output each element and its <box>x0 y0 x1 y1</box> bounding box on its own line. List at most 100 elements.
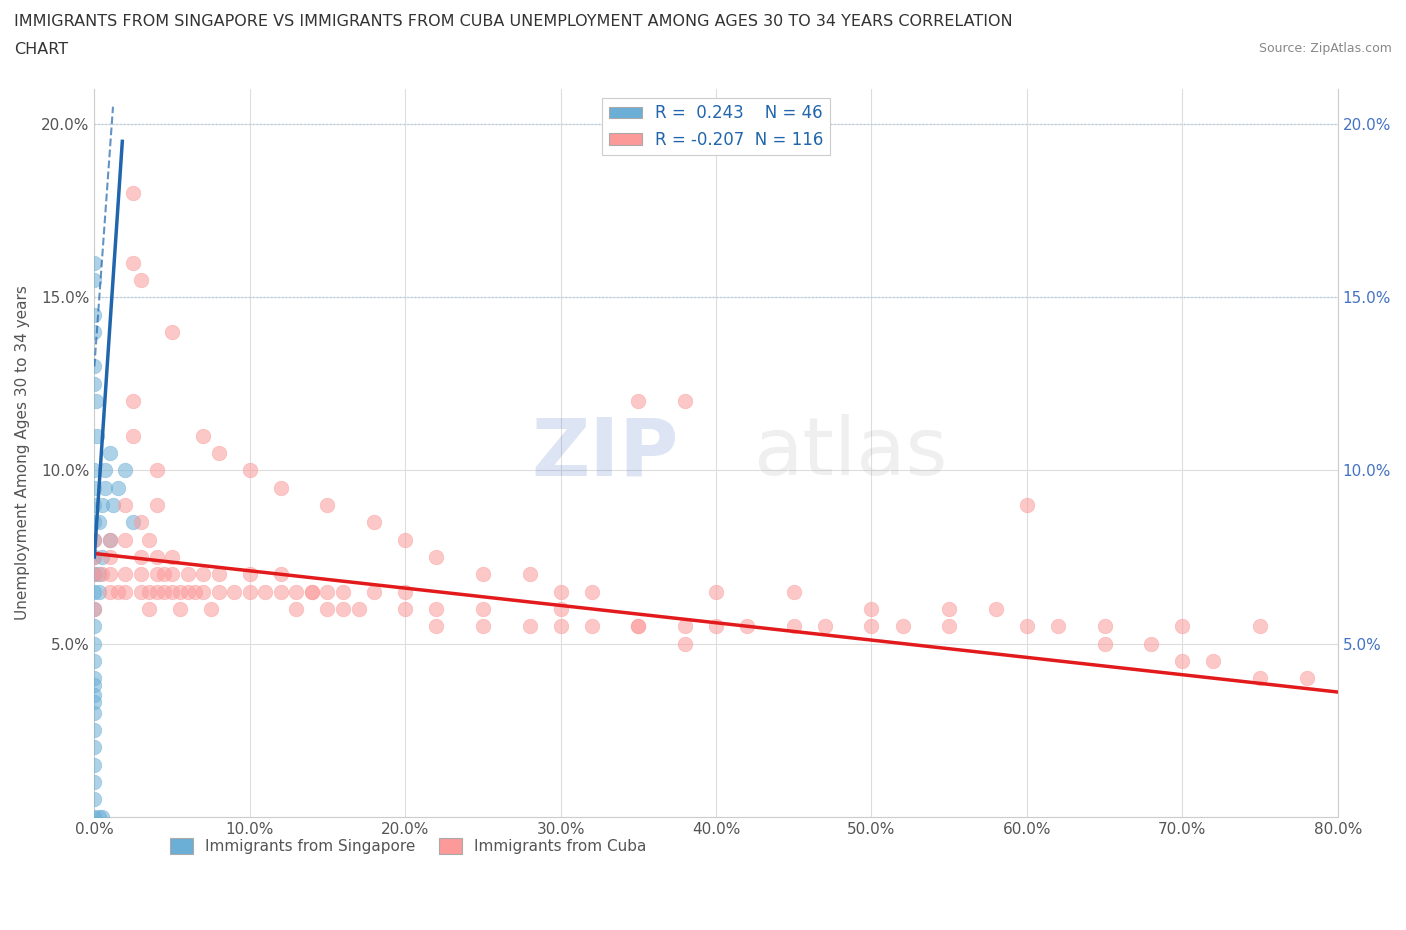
Point <box>1249 618 1271 633</box>
Point <box>83 775 105 790</box>
Point <box>91 566 114 581</box>
Point <box>704 618 727 633</box>
Point <box>1015 498 1038 512</box>
Point <box>83 550 105 565</box>
Point <box>519 618 541 633</box>
Point <box>160 325 183 339</box>
Point <box>83 688 105 703</box>
Point <box>87 809 110 824</box>
Point <box>891 618 914 633</box>
Point <box>285 584 308 599</box>
Point <box>673 636 696 651</box>
Point <box>83 532 105 547</box>
Point <box>83 757 105 772</box>
Point <box>191 429 214 444</box>
Point <box>394 602 416 617</box>
Text: IMMIGRANTS FROM SINGAPORE VS IMMIGRANTS FROM CUBA UNEMPLOYMENT AMONG AGES 30 TO : IMMIGRANTS FROM SINGAPORE VS IMMIGRANTS … <box>14 14 1012 29</box>
Point <box>98 532 121 547</box>
Point <box>316 584 339 599</box>
Point <box>1140 636 1163 651</box>
Point <box>471 566 494 581</box>
Point <box>1295 671 1317 685</box>
Point <box>673 618 696 633</box>
Point <box>301 584 323 599</box>
Point <box>984 602 1007 617</box>
Point <box>83 532 105 547</box>
Point <box>316 498 339 512</box>
Point <box>114 532 136 547</box>
Point <box>122 186 145 201</box>
Point <box>129 566 152 581</box>
Point <box>332 584 354 599</box>
Text: atlas: atlas <box>754 414 948 492</box>
Point <box>285 602 308 617</box>
Point <box>550 584 572 599</box>
Point <box>581 584 603 599</box>
Point <box>145 584 167 599</box>
Point <box>938 602 960 617</box>
Point <box>1094 618 1116 633</box>
Point <box>87 515 110 530</box>
Point <box>145 498 167 512</box>
Point <box>814 618 837 633</box>
Point <box>86 429 108 444</box>
Point <box>94 463 117 478</box>
Point <box>107 480 129 495</box>
Point <box>122 255 145 270</box>
Point <box>114 584 136 599</box>
Point <box>153 566 176 581</box>
Point <box>83 550 105 565</box>
Point <box>83 705 105 720</box>
Point <box>129 515 152 530</box>
Point <box>1202 654 1225 669</box>
Point <box>581 618 603 633</box>
Point <box>83 695 105 710</box>
Point <box>471 618 494 633</box>
Point <box>783 584 806 599</box>
Point <box>83 584 105 599</box>
Point <box>860 602 883 617</box>
Point <box>107 584 129 599</box>
Point <box>627 393 650 408</box>
Point <box>83 678 105 693</box>
Point <box>83 618 105 633</box>
Point <box>1171 618 1194 633</box>
Point <box>83 566 105 581</box>
Point <box>98 584 121 599</box>
Point <box>347 602 370 617</box>
Point <box>83 602 105 617</box>
Point <box>83 636 105 651</box>
Point <box>239 463 262 478</box>
Point <box>83 515 105 530</box>
Point <box>94 480 117 495</box>
Point <box>704 584 727 599</box>
Point <box>83 480 105 495</box>
Point <box>122 515 145 530</box>
Point <box>160 566 183 581</box>
Point <box>114 566 136 581</box>
Point <box>1094 636 1116 651</box>
Point <box>169 602 191 617</box>
Point <box>316 602 339 617</box>
Point <box>98 532 121 547</box>
Point <box>160 550 183 565</box>
Legend: Immigrants from Singapore, Immigrants from Cuba: Immigrants from Singapore, Immigrants fr… <box>165 831 652 860</box>
Point <box>83 359 105 374</box>
Point <box>129 550 152 565</box>
Point <box>1015 618 1038 633</box>
Point <box>83 566 105 581</box>
Point <box>138 602 160 617</box>
Point <box>1249 671 1271 685</box>
Text: ZIP: ZIP <box>531 414 679 492</box>
Point <box>83 463 105 478</box>
Point <box>425 550 447 565</box>
Point <box>270 584 292 599</box>
Point <box>425 618 447 633</box>
Point <box>114 498 136 512</box>
Y-axis label: Unemployment Among Ages 30 to 34 years: Unemployment Among Ages 30 to 34 years <box>15 286 30 620</box>
Point <box>84 393 107 408</box>
Point <box>471 602 494 617</box>
Point <box>191 584 214 599</box>
Text: Source: ZipAtlas.com: Source: ZipAtlas.com <box>1258 42 1392 55</box>
Point <box>239 566 262 581</box>
